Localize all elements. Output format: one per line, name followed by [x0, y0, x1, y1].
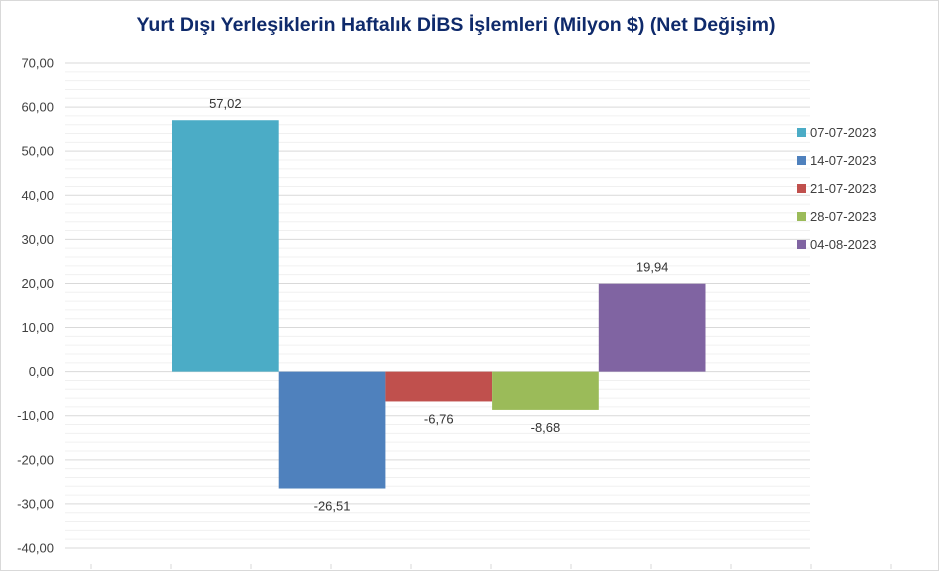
- bar-14-07-2023: [278, 371, 386, 489]
- chart-legend: 07-07-2023 14-07-2023 21-07-2023 28-07-2023…: [797, 118, 877, 258]
- y-tick-label: -30,00: [17, 496, 54, 511]
- y-tick-label: 40,00: [21, 188, 54, 203]
- data-label: 19,94: [636, 260, 669, 275]
- legend-swatch: [797, 239, 806, 249]
- chart-title: Yurt Dışı Yerleşiklerin Haftalık DİBS İş…: [136, 14, 776, 36]
- data-label: -26,51: [314, 499, 351, 514]
- legend-item: 28-07-2023: [797, 202, 877, 230]
- legend-item: 21-07-2023: [797, 174, 877, 202]
- bar-21-07-2023: [385, 371, 493, 402]
- y-tick-label: 30,00: [21, 232, 54, 247]
- y-tick-label: 70,00: [21, 56, 54, 71]
- legend-swatch: [797, 155, 806, 165]
- data-label: -8,68: [531, 420, 561, 435]
- y-tick-label: -10,00: [17, 408, 54, 423]
- y-tick-label: 20,00: [21, 276, 54, 291]
- y-tick-label: 0,00: [29, 364, 54, 379]
- y-tick-label: -20,00: [17, 452, 54, 467]
- y-tick-label: 50,00: [21, 144, 54, 159]
- legend-swatch: [797, 211, 806, 221]
- data-label: 57,02: [209, 96, 242, 111]
- legend-item: 14-07-2023: [797, 146, 877, 174]
- bar-04-08-2023: [598, 283, 706, 372]
- legend-label: 04-08-2023: [810, 236, 877, 252]
- legend-item: 07-07-2023: [797, 118, 877, 146]
- legend-label: 21-07-2023: [810, 180, 877, 196]
- legend-swatch: [797, 183, 806, 193]
- bar-28-07-2023: [492, 371, 599, 410]
- data-label: -6,76: [424, 411, 454, 426]
- legend-label: 07-07-2023: [810, 124, 877, 140]
- y-tick-label: -40,00: [17, 541, 54, 556]
- y-tick-label: 60,00: [21, 100, 54, 115]
- legend-swatch: [797, 127, 806, 137]
- bar-07-07-2023: [172, 120, 279, 372]
- legend-item: 04-08-2023: [797, 230, 877, 258]
- legend-label: 14-07-2023: [810, 152, 877, 168]
- legend-label: 28-07-2023: [810, 208, 877, 224]
- y-tick-label: 10,00: [21, 320, 54, 335]
